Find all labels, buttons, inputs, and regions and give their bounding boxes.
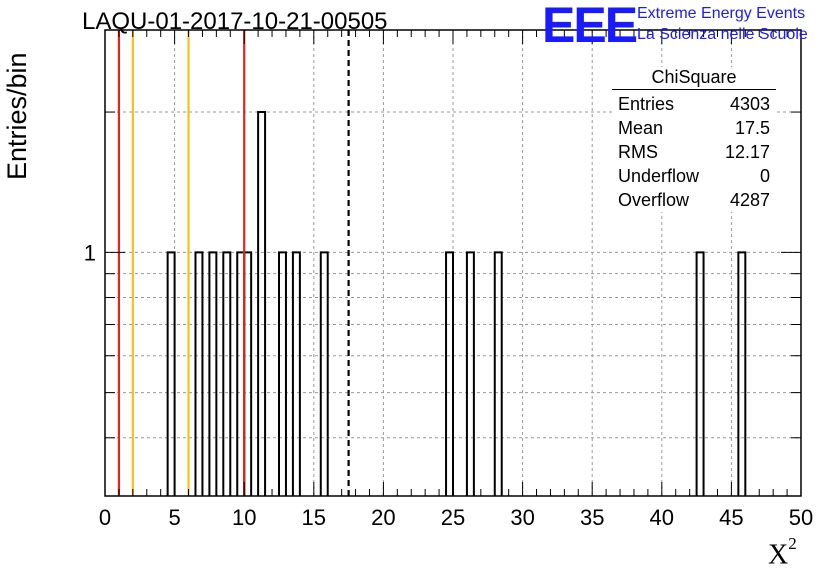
stats-value: 17.5 <box>734 118 770 138</box>
stats-label: Underflow <box>618 166 700 186</box>
histogram-bin <box>194 251 204 496</box>
x-axis-label-superscript: 2 <box>788 534 797 553</box>
x-tick-label: 5 <box>168 505 180 530</box>
logo-line-2: La Scienza nelle Scuole <box>637 26 808 43</box>
y-axis-label: Entries/bin <box>2 52 32 180</box>
x-axis-label-base: X <box>768 539 789 571</box>
x-tick-label: 30 <box>510 505 534 530</box>
stats-label: RMS <box>618 142 658 162</box>
y-tick-label: 1 <box>84 240 96 265</box>
stats-row: Underflow 0 <box>612 164 776 188</box>
stats-box: ChiSquare Entries 4303 Mean 17.5 RMS 12.17 Und… <box>612 67 776 212</box>
x-tick-label: 50 <box>789 505 813 530</box>
stats-row: Overflow 4287 <box>612 188 776 212</box>
stats-title: ChiSquare <box>612 67 776 90</box>
stats-value: 12.17 <box>724 142 770 162</box>
histogram-bin <box>445 251 454 496</box>
stats-rows: Entries 4303 Mean 17.5 RMS 12.17 Underflow 0 Ove… <box>612 92 776 212</box>
stats-row: Entries 4303 <box>612 92 776 116</box>
stats-label: Mean <box>618 118 664 138</box>
stats-value: 4287 <box>729 190 770 210</box>
histogram-bin <box>737 251 747 496</box>
eee-logo: EEE <box>542 0 638 53</box>
x-tick-label: 10 <box>232 505 256 530</box>
x-tick-label: 35 <box>580 505 604 530</box>
histogram-bin <box>278 251 287 496</box>
histogram-bin <box>319 251 329 496</box>
stats-row: RMS 12.17 <box>612 140 776 164</box>
histogram-bin <box>208 251 218 496</box>
histogram-bin <box>166 251 176 496</box>
histogram-bin <box>222 251 232 496</box>
histogram-bin <box>291 251 301 496</box>
logo-line-1: Extreme Energy Events <box>637 5 806 22</box>
x-tick-label: 15 <box>302 505 326 530</box>
chart-title: LAQU-01-2017-10-21-00505 <box>82 8 388 35</box>
x-tick-label: 25 <box>441 505 465 530</box>
x-axis-label: X2 <box>768 534 797 571</box>
stats-label: Entries <box>618 94 675 114</box>
x-tick-label: 20 <box>371 505 395 530</box>
x-tick-label: 40 <box>650 505 674 530</box>
histogram-bin <box>493 251 503 496</box>
eee-logo-text: Extreme Energy Events La Scienza nelle S… <box>637 3 808 45</box>
x-tick-label: 0 <box>99 505 111 530</box>
histogram-bin <box>695 251 705 496</box>
stats-value: 0 <box>759 166 770 186</box>
histogram-bin <box>465 251 475 496</box>
stats-value: 4303 <box>729 94 770 114</box>
x-tick-label: 45 <box>719 505 743 530</box>
stats-row: Mean 17.5 <box>612 116 776 140</box>
stats-label: Overflow <box>618 190 690 210</box>
histogram-bin <box>257 111 267 496</box>
